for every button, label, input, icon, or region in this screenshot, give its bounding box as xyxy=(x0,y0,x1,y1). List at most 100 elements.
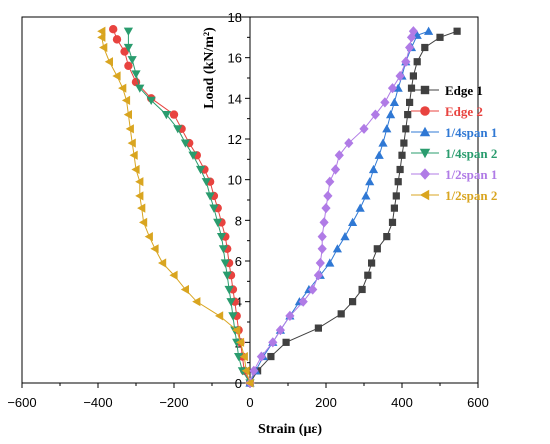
data-point xyxy=(358,285,366,294)
series-3 xyxy=(245,26,434,387)
data-point xyxy=(123,110,132,120)
data-point xyxy=(374,150,384,159)
data-point xyxy=(386,110,396,119)
data-point xyxy=(213,218,223,227)
data-point xyxy=(395,70,405,82)
data-point xyxy=(355,203,365,212)
data-point xyxy=(364,271,372,279)
data-point xyxy=(390,204,398,212)
data-point xyxy=(321,203,331,214)
data-point xyxy=(158,258,167,268)
data-point xyxy=(180,139,190,148)
data-point xyxy=(192,297,201,307)
series-line xyxy=(249,31,414,384)
data-point xyxy=(389,97,399,106)
data-point xyxy=(239,351,248,362)
data-point xyxy=(245,378,254,388)
series-line xyxy=(127,31,251,384)
data-point xyxy=(120,47,129,56)
data-point xyxy=(315,257,325,269)
data-point xyxy=(228,312,238,321)
legend-marker xyxy=(419,189,430,201)
x-tick-label: −200 xyxy=(159,395,188,410)
legend-label: 1/2span 2 xyxy=(445,188,497,203)
data-point xyxy=(139,217,148,227)
data-point xyxy=(104,57,113,67)
data-point xyxy=(112,71,121,81)
data-point xyxy=(394,178,402,186)
data-point xyxy=(400,139,408,147)
y-axis-title: Load (kN/m²) xyxy=(202,27,217,109)
legend-label: 1/4span 2 xyxy=(445,146,497,161)
x-tick-label: −400 xyxy=(83,395,112,410)
data-point xyxy=(396,165,404,174)
data-point xyxy=(332,244,342,253)
series-line xyxy=(101,31,251,384)
data-point xyxy=(218,245,228,254)
data-point xyxy=(123,27,133,36)
data-point xyxy=(234,352,244,362)
data-point xyxy=(97,26,106,36)
legend-label: 1/2span 1 xyxy=(445,167,497,182)
data-point xyxy=(407,84,416,92)
data-point xyxy=(173,125,183,134)
data-point xyxy=(348,217,358,226)
data-point xyxy=(344,137,354,149)
x-axis-title: Strain (με) xyxy=(258,422,322,437)
data-point xyxy=(226,298,236,307)
series-layer xyxy=(97,25,461,389)
data-point xyxy=(383,233,391,241)
data-point xyxy=(453,27,461,35)
data-point xyxy=(127,56,137,65)
data-point xyxy=(380,97,390,108)
y-tick-label: 10 xyxy=(228,173,242,188)
data-point xyxy=(325,176,335,187)
legend-item: 1/2span 2 xyxy=(411,188,497,203)
data-point xyxy=(401,56,411,67)
data-point xyxy=(150,244,159,254)
data-point xyxy=(161,111,171,120)
data-point xyxy=(382,124,392,133)
y-tick-label: 6 xyxy=(235,254,242,269)
data-point xyxy=(317,243,327,254)
data-point xyxy=(205,192,215,201)
data-point xyxy=(135,84,145,93)
data-point xyxy=(137,203,146,213)
data-point xyxy=(131,164,140,175)
data-point xyxy=(405,42,415,53)
data-point xyxy=(124,61,133,70)
data-point xyxy=(169,270,178,280)
data-point xyxy=(387,83,398,94)
data-point xyxy=(188,151,198,160)
data-point xyxy=(436,33,444,41)
data-point xyxy=(196,165,206,175)
y-tick-label: 8 xyxy=(235,213,242,228)
data-point xyxy=(323,190,333,202)
data-point xyxy=(370,109,380,120)
x-tick-label: 400 xyxy=(391,395,413,410)
legend-marker xyxy=(420,85,430,95)
data-point xyxy=(361,191,371,200)
y-tick-label: 12 xyxy=(228,132,242,147)
data-point xyxy=(359,123,369,134)
data-point xyxy=(406,98,414,106)
data-point xyxy=(398,151,406,159)
data-point xyxy=(388,218,397,226)
data-point xyxy=(308,284,318,295)
data-point xyxy=(378,138,388,147)
data-point xyxy=(249,365,259,376)
data-point xyxy=(337,310,345,318)
data-point xyxy=(298,296,308,307)
legend-item: Edge 1 xyxy=(411,83,483,98)
data-point xyxy=(125,124,134,134)
data-point xyxy=(424,26,434,35)
data-point xyxy=(118,83,127,93)
data-point xyxy=(334,150,344,161)
data-point xyxy=(268,337,278,348)
data-point xyxy=(349,298,357,306)
data-point xyxy=(131,70,141,79)
data-point xyxy=(408,26,418,37)
legend-item: 1/2span 1 xyxy=(411,167,497,182)
data-point xyxy=(256,351,266,362)
series-line xyxy=(249,30,458,384)
